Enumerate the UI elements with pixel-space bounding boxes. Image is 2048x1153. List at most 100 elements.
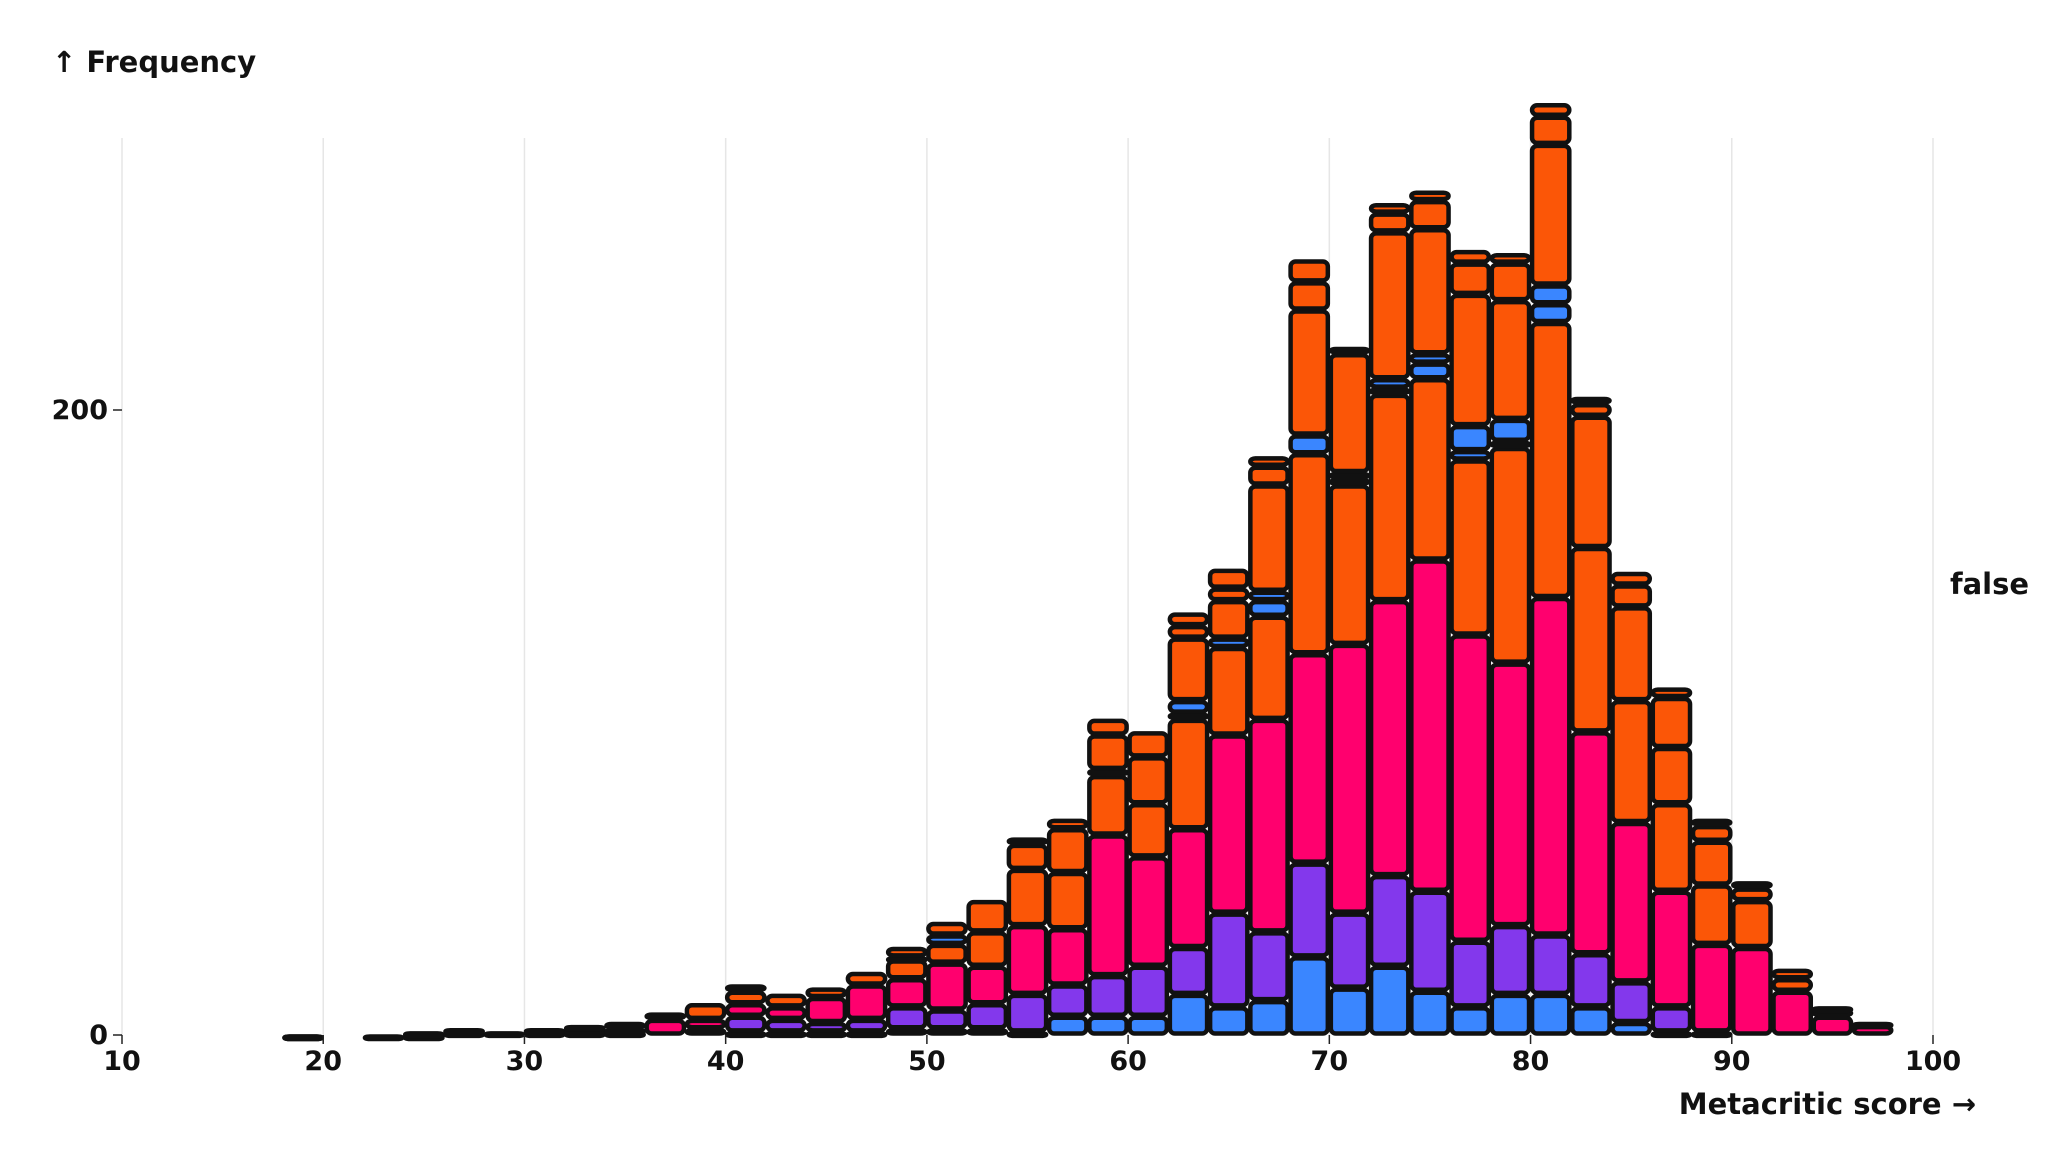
bar-segment bbox=[1771, 990, 1814, 1036]
bar-segment bbox=[1288, 862, 1331, 958]
bar-segment bbox=[1449, 940, 1492, 1008]
bar-segment bbox=[684, 1028, 727, 1036]
bar-segment bbox=[885, 1006, 928, 1030]
histogram-bin bbox=[523, 1028, 566, 1039]
bar-segment bbox=[1368, 393, 1411, 602]
bar-segment bbox=[1248, 590, 1290, 602]
bar-segment bbox=[684, 1018, 727, 1030]
bar-segment bbox=[1368, 387, 1411, 396]
bar-segment bbox=[1731, 899, 1773, 949]
bar-segment bbox=[1046, 818, 1089, 830]
bar-segment bbox=[966, 899, 1009, 933]
bar-segment bbox=[1489, 299, 1532, 421]
bar-segment bbox=[1409, 559, 1451, 892]
bar-segment bbox=[1207, 637, 1250, 649]
bar-segment bbox=[1811, 1006, 1854, 1014]
bar-segment bbox=[885, 959, 928, 980]
bar-segment bbox=[1409, 353, 1451, 364]
bar-segment bbox=[1449, 262, 1492, 296]
bar-segment bbox=[1731, 887, 1773, 902]
histogram-bin bbox=[765, 993, 807, 1039]
bar-segment bbox=[1610, 699, 1653, 824]
bar-segment bbox=[1167, 712, 1210, 721]
bar-segment bbox=[765, 1006, 807, 1021]
bar-segment bbox=[1489, 662, 1532, 927]
bar-segment bbox=[1368, 874, 1411, 967]
bar-segment bbox=[1127, 731, 1170, 758]
bar-segment bbox=[765, 1031, 807, 1039]
x-tick-label: 70 bbox=[1311, 1046, 1349, 1077]
bar-segment bbox=[1046, 984, 1089, 1017]
bar-segment bbox=[926, 934, 968, 946]
bar-segment bbox=[805, 987, 848, 999]
bar-segment bbox=[1409, 890, 1451, 992]
bar-segment bbox=[966, 1028, 1009, 1036]
histogram-bin bbox=[1328, 346, 1371, 1036]
bar-segment bbox=[1610, 981, 1653, 1024]
histogram-bin bbox=[1167, 612, 1210, 1036]
bar-segment bbox=[724, 990, 767, 1005]
bar-segment bbox=[1368, 599, 1411, 877]
bar-segment bbox=[644, 1012, 687, 1021]
bar-segment bbox=[885, 946, 928, 958]
histogram-bin bbox=[966, 899, 1009, 1036]
bar-segment bbox=[1328, 987, 1371, 1036]
histogram-bin bbox=[1046, 818, 1089, 1036]
bar-segment bbox=[1489, 924, 1532, 996]
bar-segment bbox=[1650, 696, 1693, 749]
bar-segment bbox=[1006, 843, 1049, 871]
bar-segment bbox=[765, 1018, 807, 1033]
bar-segment bbox=[1529, 143, 1572, 286]
x-tick-label: 80 bbox=[1512, 1046, 1550, 1077]
bar-segment bbox=[1167, 718, 1210, 830]
bar-segment bbox=[1288, 259, 1331, 283]
bar-segment bbox=[1167, 699, 1210, 714]
bar-segment bbox=[805, 1031, 848, 1039]
bar-segment bbox=[604, 1021, 646, 1030]
bar-segment bbox=[1650, 746, 1693, 805]
bar-segment bbox=[1489, 446, 1532, 664]
histogram-bin bbox=[1731, 881, 1773, 1036]
bar-segment bbox=[1087, 834, 1129, 977]
x-tick-label: 30 bbox=[506, 1046, 544, 1077]
bar-segment bbox=[1570, 396, 1612, 405]
histogram-bin bbox=[1288, 259, 1331, 1036]
bar-segment bbox=[1248, 999, 1290, 1036]
bar-segment bbox=[1489, 418, 1532, 442]
bar-segment bbox=[1449, 1006, 1492, 1036]
histogram-bin bbox=[1127, 731, 1170, 1036]
histogram-bin bbox=[1409, 190, 1451, 1036]
x-tick-label: 40 bbox=[707, 1046, 745, 1077]
bar-segment bbox=[1529, 284, 1572, 305]
bar-segment bbox=[1650, 803, 1693, 892]
x-tick-label: 50 bbox=[908, 1046, 946, 1077]
bar-segment bbox=[684, 1003, 727, 1021]
bar-segment bbox=[845, 1018, 888, 1033]
histogram-bin bbox=[1006, 837, 1049, 1039]
bar-segment bbox=[1650, 1006, 1693, 1033]
bar-segment bbox=[1288, 434, 1331, 455]
bar-segment bbox=[1449, 424, 1492, 452]
histogram-bin bbox=[684, 1003, 727, 1036]
bar-segment bbox=[1570, 546, 1612, 733]
bar-segment bbox=[1529, 596, 1572, 936]
bar-segment bbox=[1328, 353, 1371, 474]
bar-segment bbox=[1449, 249, 1492, 264]
bar-segment bbox=[1006, 868, 1049, 927]
bar-segment bbox=[1207, 587, 1250, 602]
bar-segment bbox=[1328, 912, 1371, 989]
bar-segment bbox=[1167, 828, 1210, 949]
bar-segment bbox=[926, 943, 968, 964]
histogram-bin bbox=[1529, 103, 1572, 1036]
histogram-bin bbox=[805, 987, 848, 1039]
histogram-bin bbox=[1610, 571, 1653, 1036]
bar-segment bbox=[1811, 1015, 1854, 1036]
bar-segment bbox=[1489, 993, 1532, 1036]
bar-segment bbox=[1529, 993, 1572, 1036]
bar-segment bbox=[282, 1034, 324, 1042]
x-tick-label: 100 bbox=[1905, 1046, 1961, 1077]
histogram-bin bbox=[845, 971, 888, 1039]
bar-segment bbox=[1409, 362, 1451, 380]
bar-segment bbox=[1087, 718, 1129, 736]
